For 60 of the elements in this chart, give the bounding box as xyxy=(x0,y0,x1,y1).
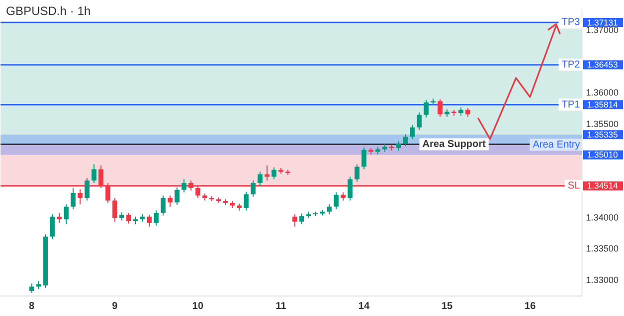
candlestick xyxy=(84,177,90,201)
candlestick xyxy=(146,214,152,228)
candlestick xyxy=(50,214,55,240)
y-tick-label: 1.33000 xyxy=(586,274,619,285)
candlestick xyxy=(154,210,159,226)
candlestick xyxy=(299,213,304,225)
candlestick xyxy=(424,99,429,118)
x-tick-label: 8 xyxy=(28,300,35,312)
candlestick xyxy=(362,146,366,170)
x-tick-label: 16 xyxy=(524,300,536,312)
ref-line-label: TP2 xyxy=(562,60,580,71)
candlestick xyxy=(70,187,76,210)
text: 1.35814 xyxy=(587,100,618,110)
candlestick xyxy=(112,197,118,222)
text: 1.34514 xyxy=(587,180,618,191)
x-tick-label: 14 xyxy=(358,300,370,312)
candlestick xyxy=(354,164,360,182)
ref-line-label: TP3 xyxy=(562,17,580,28)
candlestick xyxy=(292,214,298,228)
candlestick xyxy=(438,98,443,118)
x-tick-label: 9 xyxy=(112,300,118,312)
y-tick-label: 1.35500 xyxy=(586,118,619,129)
candlestick xyxy=(29,283,34,294)
candlestick xyxy=(182,178,186,193)
chart-title: GBPUSD.h · 1h xyxy=(6,4,91,18)
text: 1.37131 xyxy=(587,17,618,28)
candlestick xyxy=(410,124,415,140)
candlestick xyxy=(264,165,270,181)
candlestick xyxy=(92,164,96,184)
candlestick xyxy=(78,188,83,205)
candlestick xyxy=(403,134,408,147)
candlestick xyxy=(272,166,276,180)
candlestick xyxy=(250,180,256,198)
y-tick-label: 1.33500 xyxy=(586,244,619,254)
candlestick xyxy=(334,192,339,210)
candlestick xyxy=(64,204,69,225)
candlestick xyxy=(160,194,166,216)
candlestick xyxy=(348,176,353,201)
x-tick-label: 11 xyxy=(276,300,287,312)
candlestick xyxy=(126,212,132,224)
candlestick xyxy=(56,212,62,224)
candlestick xyxy=(174,186,180,206)
ref-line-label: SL xyxy=(568,180,580,192)
text: 1.36453 xyxy=(587,60,618,70)
candlestick xyxy=(396,140,401,152)
y-tick-label: 1.36000 xyxy=(586,88,619,98)
band-label: Area Entry xyxy=(532,139,580,150)
ref-line-label: TP1 xyxy=(562,99,580,110)
candlestick xyxy=(326,204,332,215)
candlestick xyxy=(244,191,249,211)
ref-line-label: Area Support xyxy=(422,139,486,150)
candlestick xyxy=(258,171,263,186)
x-tick-label: 10 xyxy=(192,300,204,312)
y-tick-label: 1.37000 xyxy=(586,25,619,36)
text: 1.35010 xyxy=(587,150,618,160)
x-tick-label: 15 xyxy=(441,300,454,312)
candlestick xyxy=(168,194,173,208)
y-tick-label: 1.34000 xyxy=(586,212,619,222)
text: 1.35335 xyxy=(587,129,618,140)
candlestick xyxy=(416,112,422,130)
